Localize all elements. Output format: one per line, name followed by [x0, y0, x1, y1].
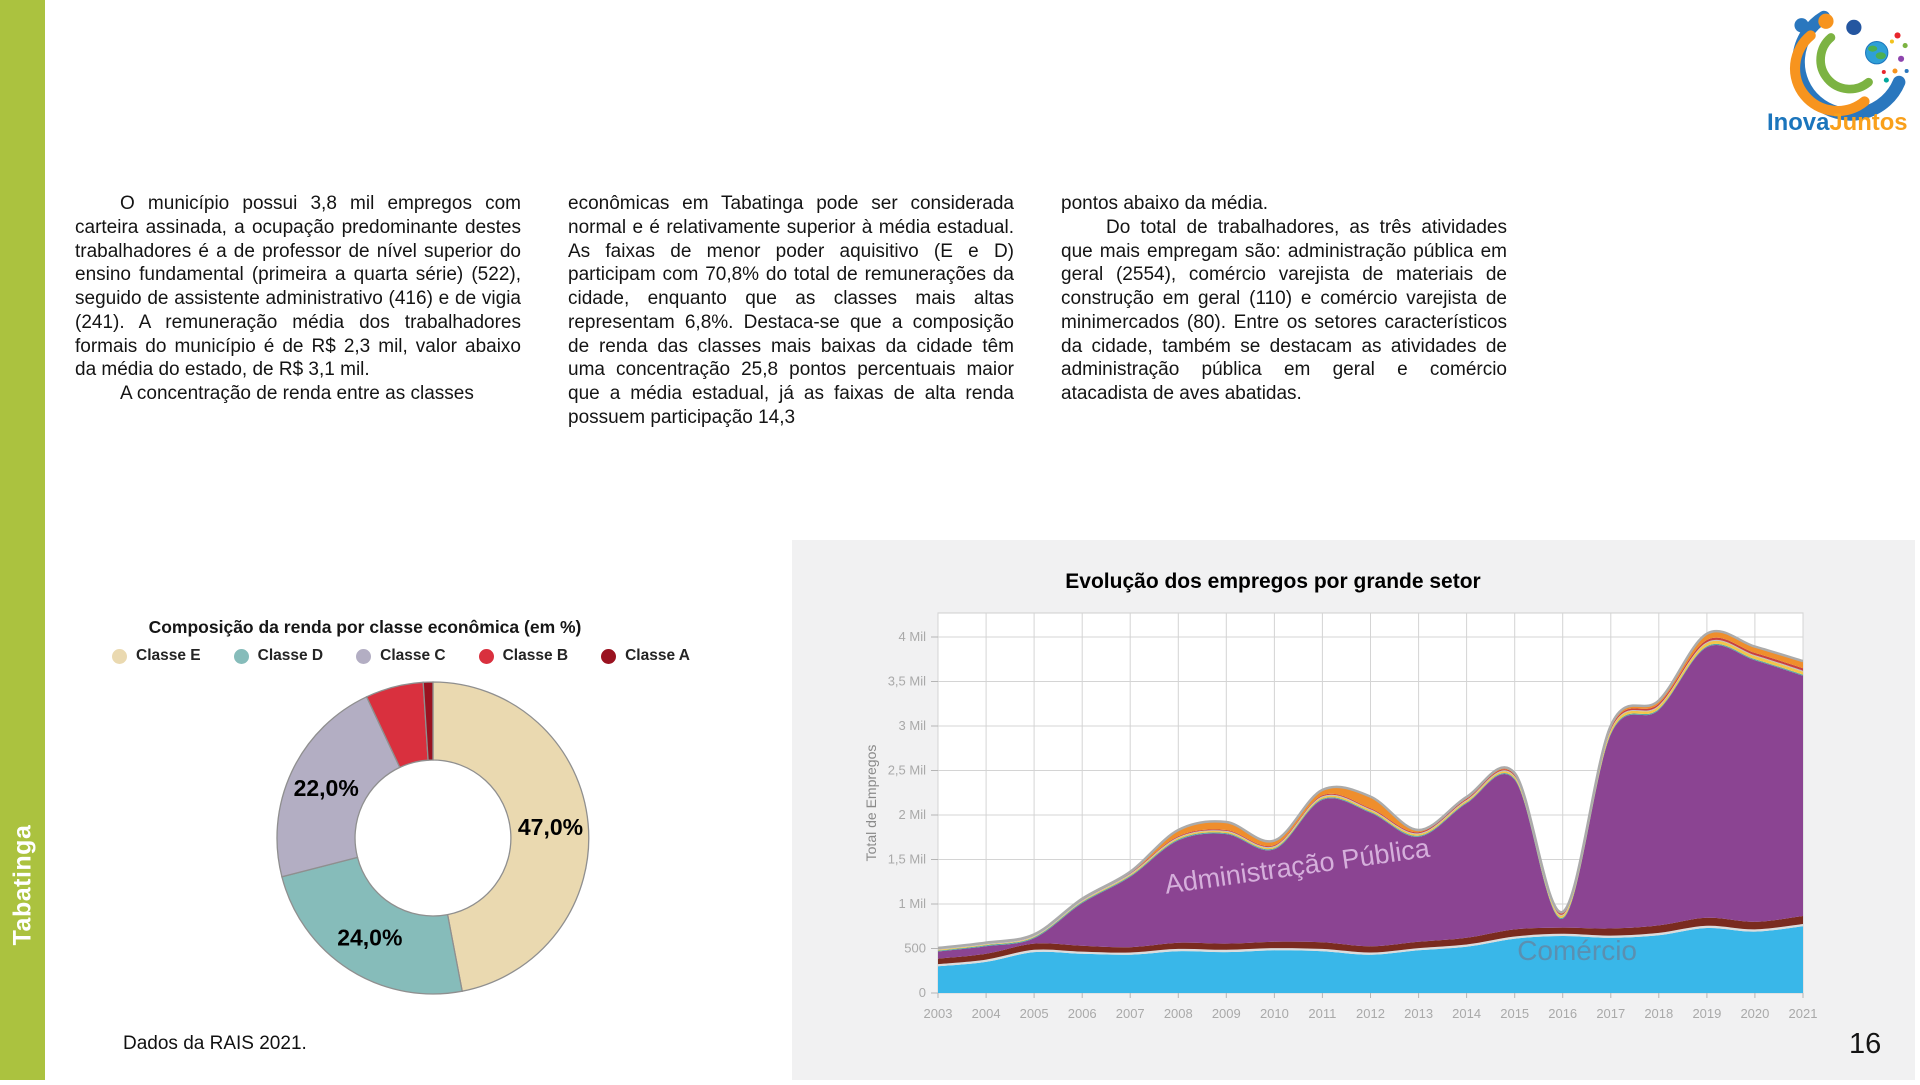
svg-text:1 Mil: 1 Mil	[899, 896, 927, 911]
area-chart-svg: Evolução dos empregos por grande setor 0 5…	[863, 570, 1818, 1021]
area-series-administra-o-p-blica	[938, 645, 1803, 959]
logo-person-head-blue	[1794, 18, 1809, 33]
svg-text:2011: 2011	[1308, 1006, 1336, 1021]
legend-dot-icon	[356, 648, 372, 664]
donut-slice-classe-e	[432, 681, 590, 992]
svg-text:2016: 2016	[1548, 1006, 1577, 1021]
logo-text: InovaJuntos	[1767, 109, 1908, 136]
svg-text:2020: 2020	[1740, 1006, 1769, 1021]
legend-item-classe-c: Classe C	[356, 647, 446, 665]
paragraph: Do total de trabalhadores, as três ativi…	[1061, 216, 1507, 404]
svg-text:2019: 2019	[1692, 1006, 1721, 1021]
svg-text:2013: 2013	[1404, 1006, 1433, 1021]
area-series-com-rcio	[938, 926, 1803, 993]
legend-dot-icon	[112, 648, 127, 664]
svg-text:2004: 2004	[972, 1006, 1001, 1021]
legend-dot-icon	[478, 648, 494, 664]
area-chart-panel: Evolução dos empregos por grande setor 0 5…	[792, 540, 1915, 1080]
area-chart-title: Evolução dos empregos por grande setor	[1065, 570, 1480, 593]
donut-slice-classe-d	[281, 856, 463, 995]
inovajuntos-logo-graphic: InovaJuntos	[1767, 10, 1909, 136]
svg-text:2015: 2015	[1500, 1006, 1529, 1021]
logo-orange-swoosh	[1789, 30, 1870, 117]
svg-text:3,5 Mil: 3,5 Mil	[888, 674, 926, 689]
donut-value-label: 22,0%	[294, 775, 359, 801]
svg-text:2008: 2008	[1164, 1006, 1193, 1021]
y-axis-ticks: 0 500 1 Mil 1,5 Mil 2 Mil 2,5 Mil 3 Mil 3,5 Mil…	[888, 629, 938, 1000]
svg-text:2,5 Mil: 2,5 Mil	[888, 763, 926, 778]
svg-text:1,5 Mil: 1,5 Mil	[888, 852, 926, 867]
donut-chart-title: Composição da renda por classe econômica…	[148, 617, 582, 637]
svg-text:2010: 2010	[1260, 1006, 1289, 1021]
logo-globe	[1865, 41, 1889, 65]
paragraph: A concentração de renda entre as classes	[120, 383, 474, 404]
text-column-2: econômicas em Tabatinga pode ser conside…	[568, 192, 1014, 430]
svg-text:2012: 2012	[1356, 1006, 1385, 1021]
x-axis-ticks: 2003 2004 2005 2006 2007 2008 2009 2010 2011 2012…	[924, 993, 1818, 1021]
svg-text:4 Mil: 4 Mil	[899, 629, 927, 644]
inovajuntos-logo: InovaJuntos	[1748, 6, 1912, 138]
area-series-faixa-marrom	[938, 916, 1803, 965]
svg-text:0: 0	[919, 985, 926, 1000]
svg-text:3 Mil: 3 Mil	[899, 718, 927, 733]
stack-top-outline	[938, 630, 1803, 950]
body-text-columns: O município possui 3,8 mil empregos com …	[75, 192, 1507, 430]
svg-text:2009: 2009	[1212, 1006, 1241, 1021]
legend-item-classe-a: Classe A	[601, 647, 690, 665]
y-axis-label: Total de Empregos	[863, 745, 879, 862]
donut-chart: 47,0% 24,0% 22,0%	[264, 669, 602, 1007]
sidebar: Tabatinga	[0, 0, 45, 1080]
legend-label: Classe C	[380, 647, 446, 664]
svg-text:2003: 2003	[924, 1006, 953, 1021]
svg-text:500: 500	[904, 941, 926, 956]
page-number: 16	[1849, 1028, 1882, 1060]
logo-person-head-darkblue	[1846, 19, 1862, 35]
legend-label: Classe E	[136, 647, 201, 664]
logo-person-head-orange	[1818, 13, 1834, 29]
stacked-areas	[938, 630, 1803, 993]
legend-label: Classe D	[257, 647, 324, 664]
logo-text-inova: Inova	[1767, 109, 1830, 136]
logo-dots	[1881, 32, 1909, 83]
donut-slice-classe-a	[422, 681, 434, 761]
svg-text:2007: 2007	[1116, 1006, 1145, 1021]
donut-legend: Classe E Classe D Classe C Classe B Classe A	[112, 647, 690, 665]
svg-text:2018: 2018	[1644, 1006, 1673, 1021]
legend-label: Classe B	[502, 647, 569, 664]
legend-label: Classe A	[625, 647, 690, 664]
legend-dot-icon	[601, 648, 617, 664]
source-note: Dados da RAIS 2021.	[123, 1033, 307, 1054]
svg-text:2017: 2017	[1596, 1006, 1625, 1021]
legend-item-classe-d: Classe D	[233, 647, 324, 665]
svg-text:2014: 2014	[1452, 1006, 1481, 1021]
text-column-1: O município possui 3,8 mil empregos com …	[75, 192, 521, 430]
svg-text:2 Mil: 2 Mil	[899, 807, 927, 822]
paragraph: pontos abaixo da média.	[1061, 193, 1269, 214]
svg-text:2021: 2021	[1789, 1006, 1818, 1021]
paragraph: O município possui 3,8 mil empregos com …	[75, 193, 521, 381]
donut-chart-svg: 47,0% 24,0% 22,0%	[276, 681, 590, 995]
donut-value-label: 47,0%	[518, 814, 583, 840]
donut-slice-classe-c	[276, 695, 401, 878]
text-column-3: pontos abaixo da média. Do total de trab…	[1061, 192, 1507, 430]
svg-text:2005: 2005	[1020, 1006, 1049, 1021]
legend-dot-icon	[233, 648, 249, 664]
sidebar-municipality-label: Tabatinga	[8, 824, 37, 946]
paragraph: econômicas em Tabatinga pode ser conside…	[568, 193, 1014, 428]
svg-text:2006: 2006	[1068, 1006, 1097, 1021]
logo-green-swoosh	[1816, 33, 1873, 94]
annotation-com-rcio: Comércio	[1517, 935, 1637, 966]
logo-text-juntos: Juntos	[1829, 109, 1907, 136]
legend-item-classe-b: Classe B	[478, 647, 569, 665]
legend-item-classe-e: Classe E	[112, 647, 201, 665]
donut-value-label: 24,0%	[337, 925, 402, 951]
